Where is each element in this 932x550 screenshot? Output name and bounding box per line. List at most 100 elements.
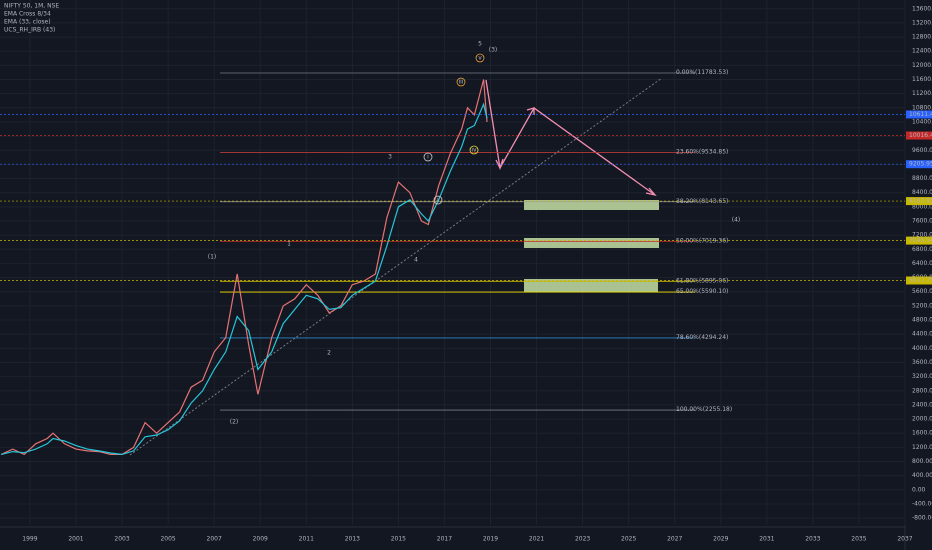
y-tick-label: 3200.00 [912,373,932,380]
target-zone [524,238,659,248]
y-tick-label: 10800.00 [912,104,932,111]
y-tick-label: -400.00 [912,500,932,507]
price-tag [906,276,932,285]
target-zone [524,200,659,210]
x-tick-label: 2027 [667,536,682,543]
arrowhead [645,187,657,197]
y-tick-label: 2000.00 [912,416,932,423]
x-tick-label: 2011 [299,536,314,543]
wave-circle [456,77,466,87]
wave-label: (1) [208,254,217,261]
x-tick-label: 2031 [759,536,774,543]
y-tick-label: 6800.00 [912,246,932,253]
y-tick-label: 5600.00 [912,288,932,295]
wave-label: (4) [732,217,741,224]
y-tick-label: 12400.00 [912,48,932,55]
price-tag-label: 10016.45 [909,132,932,139]
y-tick-label: 8400.00 [912,189,932,196]
y-tick-label: -800.00 [912,515,932,522]
y-tick-label: 8800.00 [912,175,932,182]
fib-label: 100.00%(2255.18) [676,406,732,413]
x-tick-label: 2035 [851,536,866,543]
y-tick-label: 1600.00 [912,430,932,437]
wave-label: (3) [489,47,498,54]
y-tick-label: 800.00 [912,458,932,465]
legend-text: UCS_RH_IRB (43) [4,27,55,34]
y-tick-label: 10400.00 [912,118,932,125]
y-tick-label: 4000.00 [912,345,932,352]
fib-label: 61.80%(5895.06) [676,277,728,284]
y-tick-label: 7600.00 [912,217,932,224]
fib-label: 65.00%(5590.10) [676,288,728,295]
wave-circle [469,145,479,155]
fib-label: 50.00%(7019.36) [676,238,728,245]
price-tag-label: 9205.95 [909,161,932,168]
y-tick-label: 5200.00 [912,302,932,309]
wave-circle [423,152,433,162]
x-tick-label: 2003 [114,536,129,543]
wave-circle [433,195,443,205]
wave-label: 3 [388,154,392,161]
wave-label: 2 [327,350,331,357]
y-tick-label: 13600.00 [912,5,932,12]
y-tick-label: 4800.00 [912,317,932,324]
price-tag-label: 5917.75 [909,277,932,284]
arrowhead [526,107,535,115]
price-tag [906,197,932,206]
y-tick-label: 12800.00 [912,34,932,41]
x-tick-label: 1999 [22,536,37,543]
trendline [129,77,663,456]
x-tick-label: 2037 [897,536,912,543]
y-tick-label: 400.00 [912,472,932,479]
y-tick-label: 11200.00 [912,90,932,97]
y-tick-label: 2800.00 [912,387,932,394]
fib-label: 78.60%(4294.24) [676,334,728,341]
y-tick-label: 7200.00 [912,232,932,239]
x-tick-label: 2001 [68,536,83,543]
y-tick-label: 3600.00 [912,359,932,366]
legend-text: EMA (33, close) [4,19,51,26]
x-tick-label: 2013 [345,536,360,543]
wave-label: i [427,154,429,161]
wave-label: ii [436,197,440,204]
fib-label: 23.60%(9534.85) [676,149,728,156]
price-tag [906,110,932,119]
price-tag [906,131,932,140]
legend-text: EMA Cross 8/34 [4,11,51,18]
x-tick-label: 2019 [483,536,498,543]
wave-circle [475,53,485,63]
y-tick-label: 9600.00 [912,147,932,154]
x-tick-label: 2023 [575,536,590,543]
projection-arrows [485,79,657,197]
wave-label: 1 [287,241,291,248]
x-tick-label: 2009 [253,536,268,543]
y-tick-label: 8000.00 [912,203,932,210]
x-tick-label: 2025 [621,536,636,543]
wave-label: iii [458,79,463,86]
target-zone [524,279,658,292]
zones [524,200,659,292]
x-tick-label: 2015 [391,536,406,543]
wave-label: v [478,55,482,62]
arrowhead [495,158,504,170]
y-tick-label: 4400.00 [912,331,932,338]
wave-label: (2) [230,419,239,426]
x-tick-label: 2017 [437,536,452,543]
x-tick-label: 2021 [529,536,544,543]
fib-label: 0.00%(11783.53) [676,69,728,76]
wave-label: 5 [478,41,482,48]
wave-label: 4 [414,257,418,264]
y-tick-label: 6400.00 [912,260,932,267]
price-tag-label: 8162.93 [909,198,932,205]
price-line [1,102,488,456]
x-tick-label: 2007 [207,536,222,543]
price-tag-label: 7045.54 [909,237,932,244]
x-tick-label: 2033 [805,536,820,543]
projection-path [485,79,656,196]
legend-text: NIFTY 50, 1M, NSE [4,3,59,10]
y-tick-label: 2400.00 [912,401,932,408]
y-tick-label: 11600.00 [912,76,932,83]
x-tick-label: 2005 [160,536,175,543]
